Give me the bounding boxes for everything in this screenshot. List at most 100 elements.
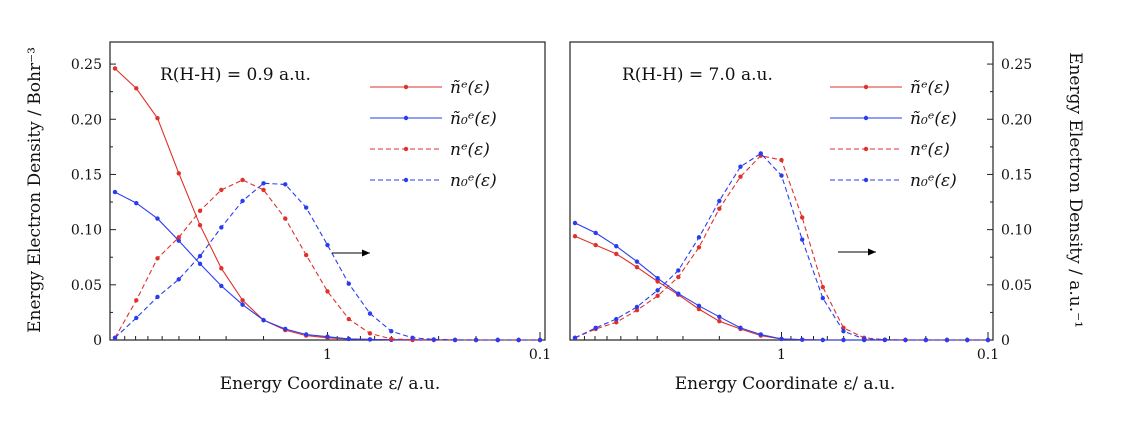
- data-point: [112, 189, 118, 195]
- legend-marker: [863, 146, 869, 152]
- data-point: [537, 337, 543, 343]
- legend-marker: [863, 115, 869, 121]
- x-axis-label-left: Energy Coordinate ε/ a.u.: [220, 374, 441, 394]
- series-line-4: [114, 182, 540, 341]
- data-point: [923, 337, 929, 343]
- data-point: [346, 281, 351, 286]
- data-point: [593, 325, 598, 331]
- data-point: [367, 331, 373, 336]
- annotation-left: R(H-H) = 0.9 a.u.: [160, 65, 311, 85]
- data-point: [452, 337, 458, 343]
- legend-label: ñᵉ(ε): [450, 78, 490, 98]
- data-point: [779, 336, 784, 342]
- legend-marker: [403, 146, 409, 152]
- data-point: [985, 337, 991, 343]
- data-point: [367, 337, 373, 342]
- data-point: [516, 337, 521, 343]
- legend-marker: [403, 177, 409, 183]
- data-point: [134, 200, 139, 206]
- data-point: [155, 294, 160, 300]
- data-point: [155, 216, 160, 221]
- data-point: [965, 337, 970, 343]
- data-point: [572, 220, 578, 226]
- data-point: [197, 253, 203, 259]
- legend-label: ñᵉ(ε): [910, 78, 950, 98]
- y-tick-label: 0.10: [1001, 223, 1032, 239]
- data-point: [593, 242, 598, 248]
- data-point: [283, 182, 288, 187]
- data-point: [176, 277, 181, 282]
- data-point: [219, 266, 224, 271]
- data-point: [303, 332, 309, 337]
- data-point: [283, 326, 288, 332]
- data-point: [303, 252, 309, 258]
- data-point: [303, 205, 309, 210]
- data-point: [325, 289, 330, 294]
- data-point: [614, 320, 619, 325]
- data-point: [219, 283, 224, 289]
- data-point: [614, 251, 619, 257]
- data-point: [112, 66, 118, 71]
- legend-marker: [403, 84, 409, 90]
- x-axis-label-right: Energy Coordinate ε/ a.u.: [675, 374, 896, 394]
- data-point: [634, 259, 640, 264]
- data-point: [197, 208, 203, 214]
- data-point: [219, 187, 224, 193]
- data-point: [717, 314, 722, 320]
- x-tick-label: 0.1: [529, 347, 551, 363]
- data-point: [676, 274, 681, 280]
- data-point: [717, 198, 722, 204]
- x-tick-label: 1: [323, 347, 332, 363]
- data-point: [655, 293, 660, 299]
- data-point: [410, 335, 415, 340]
- legend-label: n₀ᵉ(ε): [910, 171, 957, 191]
- data-point: [944, 337, 950, 343]
- data-point: [134, 298, 139, 303]
- y-tick-label: 0: [93, 333, 102, 349]
- series-line-3: [114, 179, 540, 341]
- data-point: [634, 304, 640, 310]
- data-point: [696, 245, 702, 250]
- data-point: [634, 308, 640, 313]
- y-tick-label: 0.10: [71, 223, 102, 239]
- legend-label: ñ₀ᵉ(ε): [910, 109, 957, 129]
- data-point: [572, 335, 578, 340]
- data-point: [634, 264, 640, 270]
- data-point: [882, 337, 888, 342]
- data-point: [261, 317, 266, 323]
- y-tick-label: 0.15: [71, 167, 102, 183]
- legend-marker: [863, 177, 869, 183]
- data-point: [134, 86, 139, 91]
- y-tick-label: 0.20: [71, 112, 102, 128]
- data-point: [155, 115, 160, 121]
- data-point: [389, 336, 394, 342]
- annotation-right: R(H-H) = 7.0 a.u.: [622, 65, 773, 85]
- data-point: [240, 198, 245, 204]
- data-point: [593, 230, 598, 236]
- data-point: [283, 216, 288, 221]
- legend-label: ñ₀ᵉ(ε): [450, 109, 497, 129]
- data-point: [799, 237, 805, 242]
- data-point: [495, 337, 500, 343]
- data-point: [655, 279, 660, 284]
- data-point: [261, 187, 266, 193]
- series-line-1: [574, 235, 988, 341]
- y-tick-label: 0.05: [71, 278, 102, 294]
- data-point: [676, 291, 681, 296]
- series-line-2: [574, 222, 988, 341]
- y-axis-label-left: Energy Electron Density / Bohr⁻³: [25, 47, 45, 333]
- data-point: [696, 303, 702, 308]
- legend-label: n₀ᵉ(ε): [450, 171, 497, 191]
- data-point: [197, 223, 203, 228]
- data-point: [176, 171, 181, 176]
- y-tick-label: 0.25: [1001, 57, 1032, 73]
- data-point: [176, 235, 181, 240]
- data-point: [738, 325, 743, 331]
- data-point: [197, 261, 203, 267]
- data-point: [738, 174, 743, 179]
- panel-right: 0 0.05 0.10 0.15 0.20 0.25 1 0.1 ñᵉ(ε) ñ₀ᵉ(ε) nᵉ(ε…: [569, 41, 1032, 363]
- y-tick-label: 0.25: [71, 57, 102, 73]
- data-point: [261, 181, 266, 186]
- data-point: [614, 243, 619, 249]
- data-point: [655, 275, 660, 281]
